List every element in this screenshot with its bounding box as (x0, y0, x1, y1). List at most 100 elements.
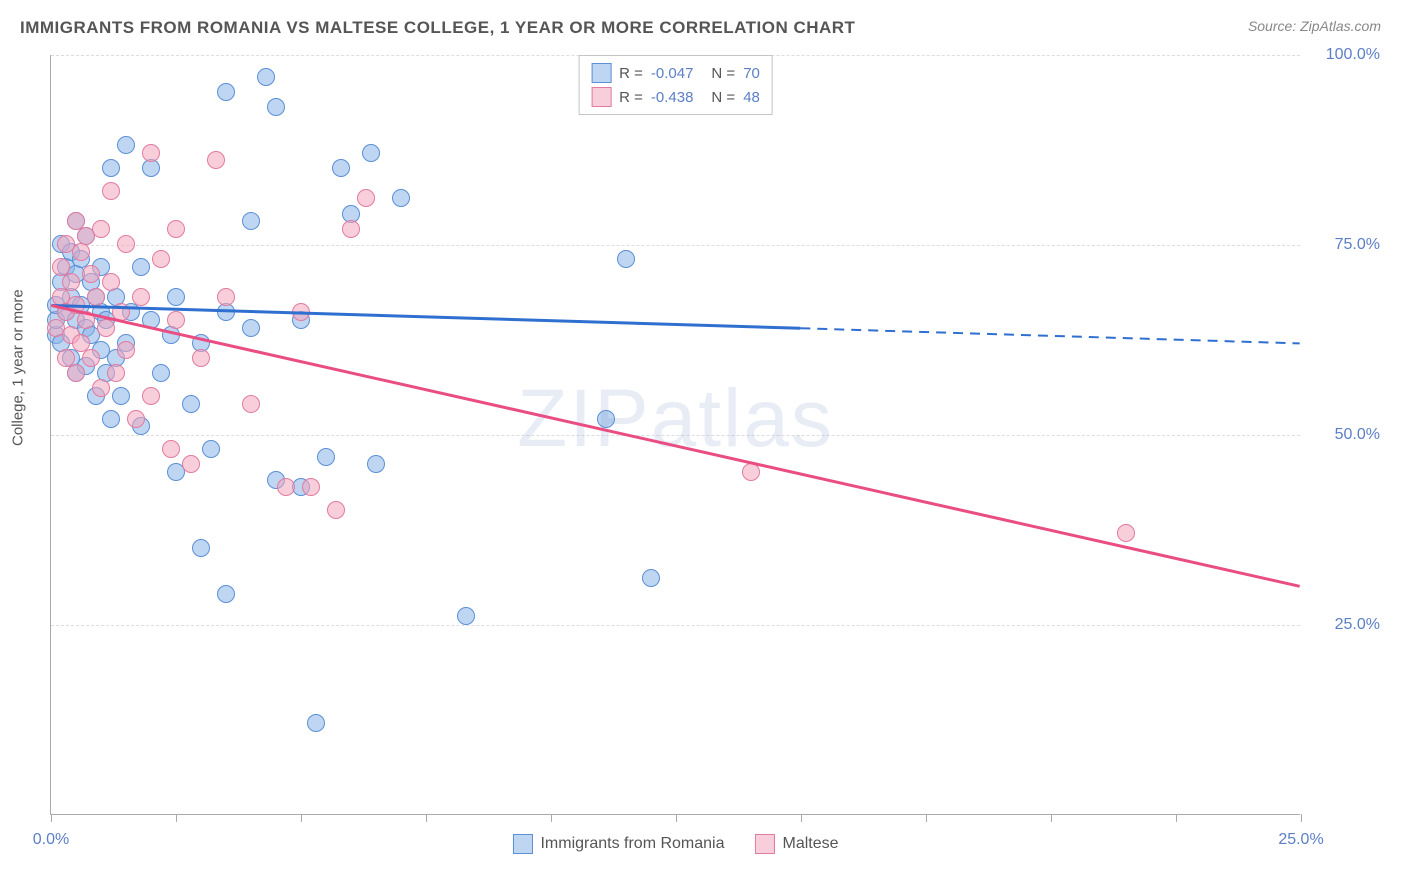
scatter-point (182, 455, 200, 473)
scatter-point (192, 539, 210, 557)
x-tick (926, 814, 927, 822)
scatter-point (357, 189, 375, 207)
gridline (51, 625, 1300, 626)
legend-r-value-maltese: -0.438 (651, 89, 694, 106)
scatter-point (362, 144, 380, 162)
gridline (51, 435, 1300, 436)
scatter-point (307, 714, 325, 732)
scatter-point (162, 440, 180, 458)
scatter-point (107, 364, 125, 382)
scatter-point (217, 83, 235, 101)
correlation-legend: R = -0.047 N = 70 R = -0.438 N = 48 (578, 55, 773, 115)
scatter-point (597, 410, 615, 428)
scatter-point (277, 478, 295, 496)
scatter-point (742, 463, 760, 481)
legend-item-romania: Immigrants from Romania (512, 834, 724, 854)
x-tick (1301, 814, 1302, 822)
scatter-point (82, 349, 100, 367)
source-attribution: Source: ZipAtlas.com (1248, 18, 1381, 34)
scatter-point (207, 151, 225, 169)
scatter-point (82, 265, 100, 283)
legend-label: Maltese (783, 835, 839, 853)
scatter-point (97, 319, 115, 337)
y-tick-label: 50.0% (1310, 426, 1380, 444)
legend-n-value-maltese: 48 (743, 89, 760, 106)
scatter-point (267, 98, 285, 116)
scatter-point (202, 440, 220, 458)
scatter-point (217, 288, 235, 306)
scatter-point (132, 258, 150, 276)
x-tick (176, 814, 177, 822)
series-legend: Immigrants from Romania Maltese (512, 834, 838, 854)
legend-row-maltese: R = -0.438 N = 48 (591, 85, 760, 109)
regression-line (51, 305, 800, 328)
scatter-point (217, 585, 235, 603)
scatter-point (392, 189, 410, 207)
scatter-point (317, 448, 335, 466)
scatter-point (292, 303, 310, 321)
legend-r-label: R = (619, 65, 643, 82)
legend-row-romania: R = -0.047 N = 70 (591, 61, 760, 85)
scatter-point (327, 501, 345, 519)
scatter-point (142, 387, 160, 405)
scatter-point (302, 478, 320, 496)
gridline (51, 245, 1300, 246)
scatter-point (192, 349, 210, 367)
scatter-point (112, 387, 130, 405)
x-tick (1051, 814, 1052, 822)
legend-swatch-maltese (591, 87, 611, 107)
scatter-point (112, 303, 130, 321)
scatter-point (92, 220, 110, 238)
legend-r-value-romania: -0.047 (651, 65, 694, 82)
legend-item-maltese: Maltese (755, 834, 839, 854)
scatter-point (457, 607, 475, 625)
x-tick (801, 814, 802, 822)
watermark: ZIPatlas (517, 372, 834, 466)
scatter-point (167, 220, 185, 238)
scatter-point (77, 311, 95, 329)
chart-container: IMMIGRANTS FROM ROMANIA VS MALTESE COLLE… (0, 0, 1406, 892)
scatter-point (642, 569, 660, 587)
scatter-point (67, 364, 85, 382)
scatter-point (117, 235, 135, 253)
scatter-point (127, 410, 145, 428)
y-tick-label: 75.0% (1310, 236, 1380, 254)
chart-title: IMMIGRANTS FROM ROMANIA VS MALTESE COLLE… (20, 18, 855, 38)
scatter-point (102, 159, 120, 177)
legend-r-label: R = (619, 89, 643, 106)
scatter-point (257, 68, 275, 86)
regression-line (51, 305, 1299, 586)
scatter-point (332, 159, 350, 177)
scatter-point (182, 395, 200, 413)
scatter-point (142, 144, 160, 162)
scatter-point (117, 341, 135, 359)
scatter-point (242, 212, 260, 230)
scatter-point (342, 220, 360, 238)
x-tick-label: 0.0% (33, 831, 69, 849)
x-tick (676, 814, 677, 822)
x-tick (551, 814, 552, 822)
legend-label: Immigrants from Romania (540, 835, 724, 853)
x-tick (1176, 814, 1177, 822)
regression-line-extrapolated (800, 328, 1299, 343)
plot-area: ZIPatlas R = -0.047 N = 70 R = -0.438 N … (50, 55, 1300, 815)
x-tick (301, 814, 302, 822)
legend-n-value-romania: 70 (743, 65, 760, 82)
scatter-point (1117, 524, 1135, 542)
scatter-point (87, 288, 105, 306)
scatter-point (117, 136, 135, 154)
y-tick-label: 25.0% (1310, 616, 1380, 634)
scatter-point (152, 250, 170, 268)
scatter-point (367, 455, 385, 473)
x-tick (426, 814, 427, 822)
scatter-point (167, 288, 185, 306)
scatter-point (102, 410, 120, 428)
scatter-point (152, 364, 170, 382)
y-tick-label: 100.0% (1310, 46, 1380, 64)
y-axis-label: College, 1 year or more (10, 289, 27, 446)
scatter-point (242, 395, 260, 413)
x-tick (51, 814, 52, 822)
legend-n-label: N = (711, 65, 735, 82)
legend-n-label: N = (711, 89, 735, 106)
scatter-point (132, 288, 150, 306)
